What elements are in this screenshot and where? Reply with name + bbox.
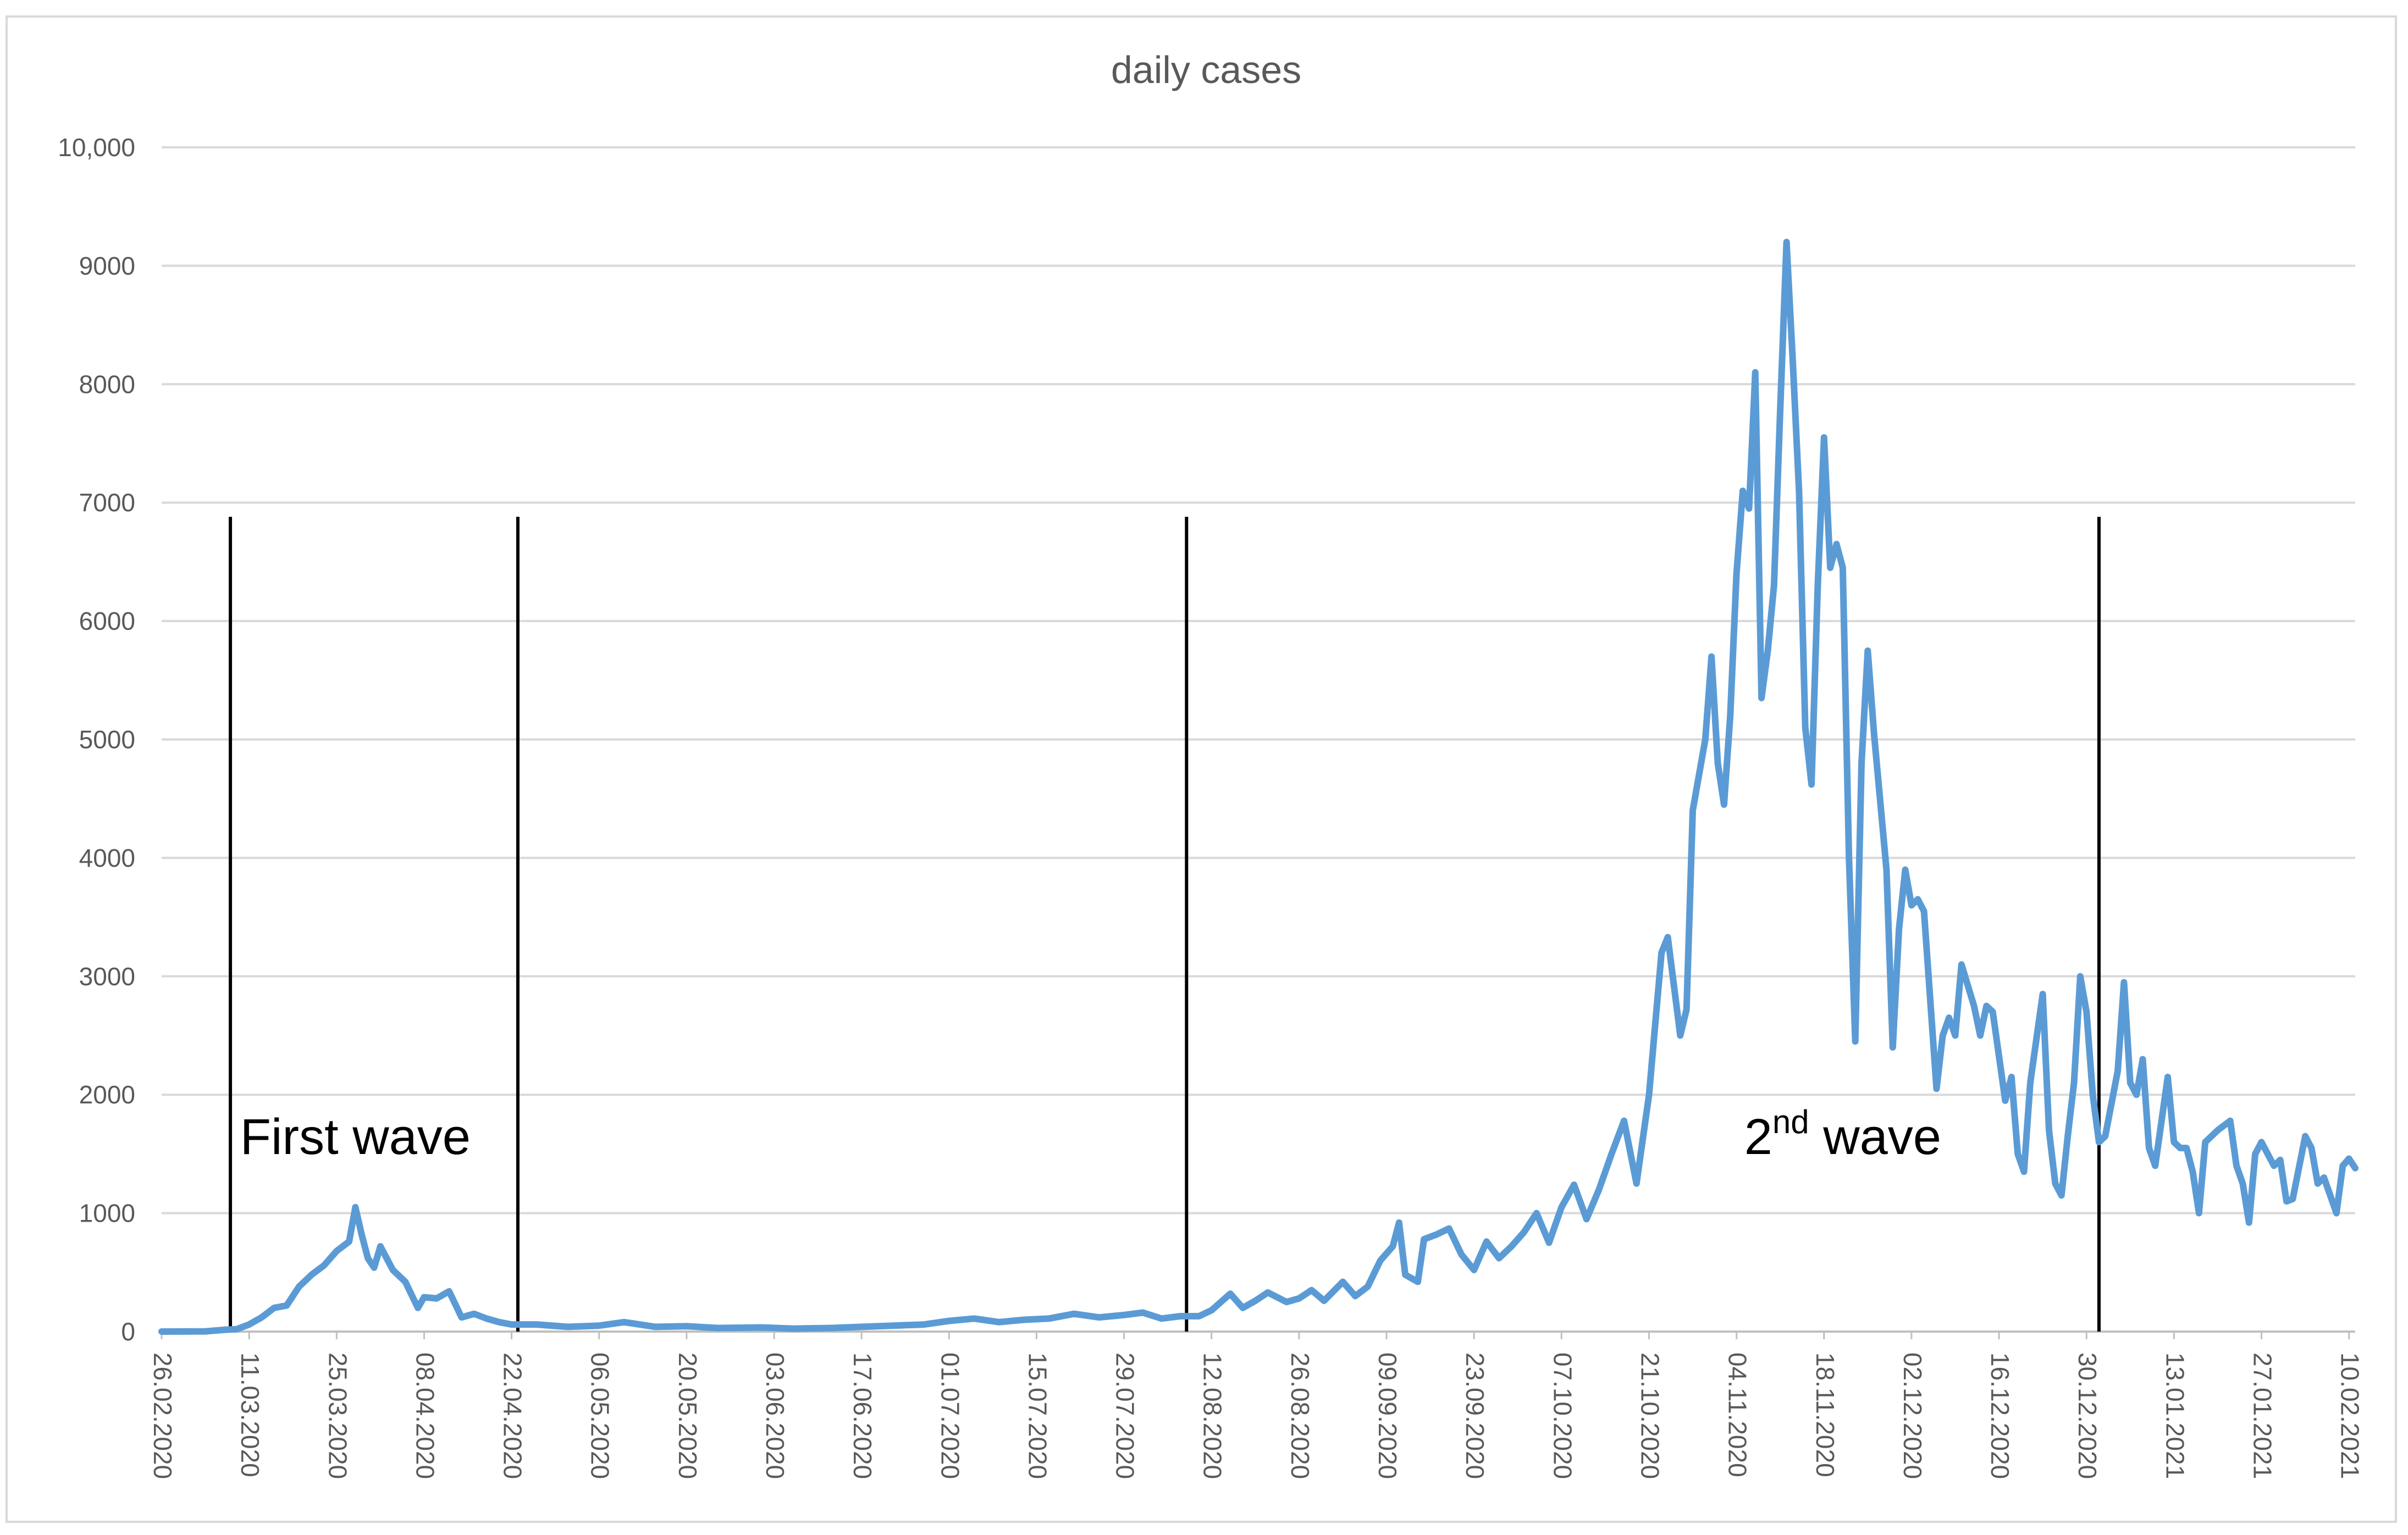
x-tick-label: 11.03.2020: [236, 1352, 264, 1477]
x-tick-label: 23.09.2020: [1461, 1352, 1489, 1479]
x-tick-label: 29.07.2020: [1111, 1352, 1140, 1479]
x-tick-label: 26.08.2020: [1286, 1352, 1315, 1479]
y-tick-label: 8000: [79, 370, 135, 399]
x-tick-label: 04.11.2020: [1724, 1352, 1752, 1477]
y-tick-label: 5000: [79, 725, 135, 754]
x-tick-label: 01.07.2020: [936, 1352, 964, 1479]
x-tick-label: 21.10.2020: [1636, 1352, 1664, 1479]
x-tick-label: 17.06.2020: [848, 1352, 877, 1479]
wave-markers: [229, 517, 2101, 1332]
x-tick-label: 12.08.2020: [1199, 1352, 1227, 1479]
x-tick-label: 08.04.2020: [411, 1352, 439, 1479]
y-tick-label: 7000: [79, 488, 135, 517]
y-tick-label: 9000: [79, 251, 135, 280]
chart-frame: daily cases 0 1000 2000 3000 4000 5000 6000 700…: [5, 15, 2397, 1523]
x-tick-label: 09.09.2020: [1373, 1352, 1402, 1479]
x-tick-label: 02.12.2020: [1898, 1352, 1927, 1479]
x-tick-label: 27.01.2021: [2248, 1352, 2277, 1479]
y-axis-ticks: 0 1000 2000 3000 4000 5000 6000 7000 8000 9000 10,…: [58, 133, 135, 1346]
x-tick-label: 16.12.2020: [1986, 1352, 2014, 1479]
line-chart: daily cases 0 1000 2000 3000 4000 5000 6000 700…: [58, 48, 2365, 1479]
chart-title: daily cases: [1111, 48, 1301, 91]
x-tick-label: 25.03.2020: [323, 1352, 352, 1479]
x-tick-label: 03.06.2020: [761, 1352, 789, 1479]
annotation-first-wave: First wave: [240, 1109, 471, 1165]
y-tick-label: 3000: [79, 962, 135, 991]
y-tick-label: 4000: [79, 843, 135, 872]
x-tick-label: 22.04.2020: [499, 1352, 527, 1479]
y-tick-label: 6000: [79, 607, 135, 636]
x-tick-label: 10.02.2021: [2336, 1352, 2365, 1479]
gridlines: [162, 146, 2355, 1333]
x-tick-label: 07.10.2020: [1548, 1352, 1577, 1479]
y-tick-label: 10,000: [58, 133, 135, 162]
x-tick-label: 13.01.2021: [2161, 1352, 2189, 1479]
y-tick-label: 1000: [79, 1199, 135, 1228]
x-tick-label: 20.05.2020: [673, 1352, 702, 1479]
x-tick-label: 06.05.2020: [586, 1352, 615, 1479]
x-tick-label: 30.12.2020: [2073, 1352, 2102, 1479]
x-tick-label: 18.11.2020: [1811, 1352, 1840, 1477]
annotations: First wave 2nd wave: [240, 1103, 1941, 1165]
series-layer: [158, 239, 2359, 1335]
x-tick-label: 26.02.2020: [148, 1352, 177, 1479]
x-tick-label: 15.07.2020: [1023, 1352, 1052, 1479]
y-tick-label: 0: [121, 1317, 135, 1346]
y-tick-label: 2000: [79, 1080, 135, 1109]
x-axis-ticks: 26.02.2020 11.03.2020 25.03.2020 08.04.2020…: [148, 1332, 2365, 1479]
annotation-second-wave: 2nd wave: [1744, 1103, 1941, 1165]
series-line-daily-cases: [158, 239, 2359, 1335]
